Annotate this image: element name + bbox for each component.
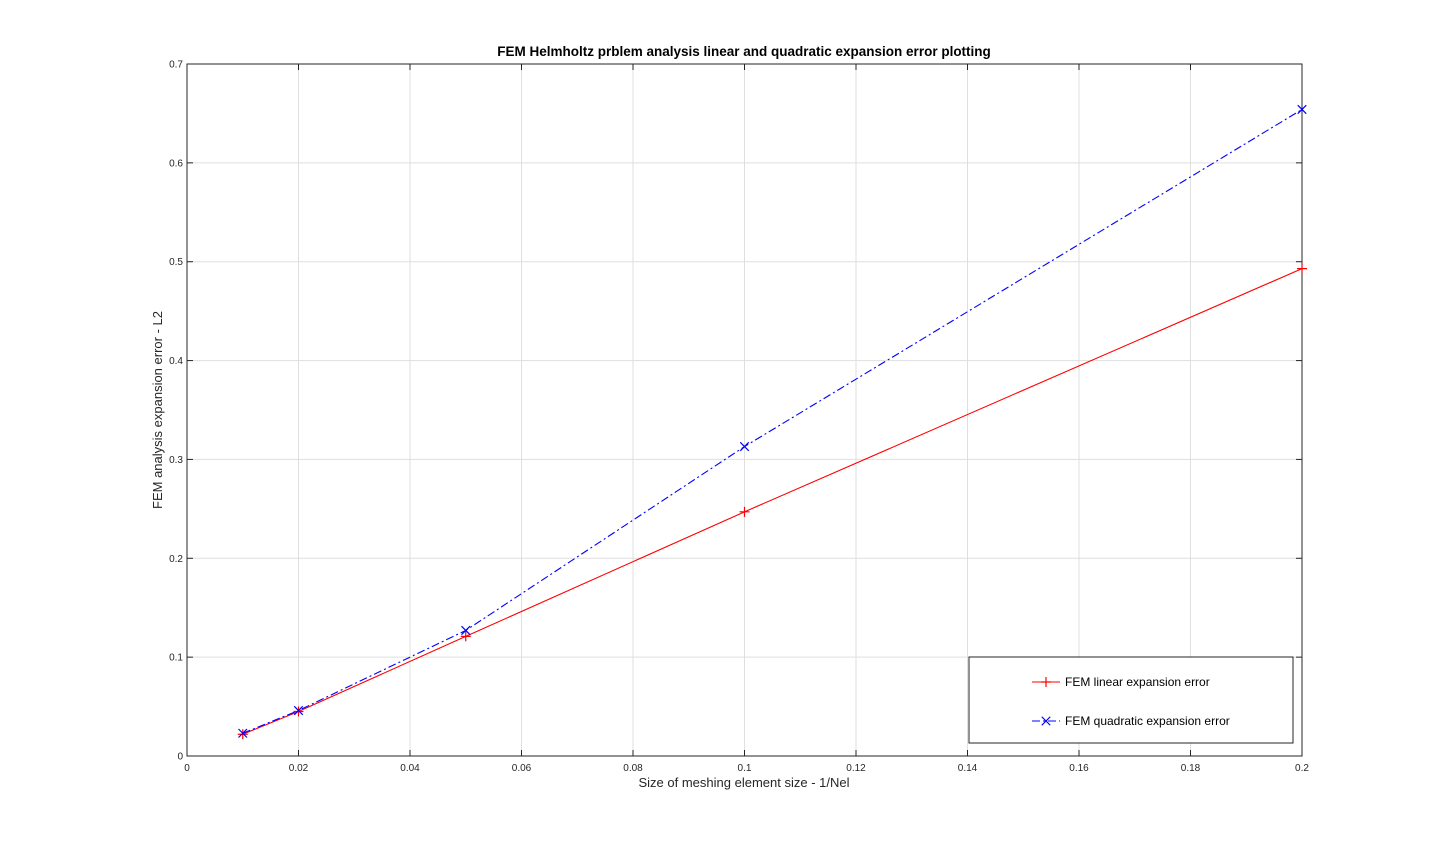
y-tick-label: 0 xyxy=(177,752,183,763)
data-point-marker xyxy=(237,729,248,740)
legend-entry: FEM linear expansion error xyxy=(1032,675,1210,689)
grid-lines xyxy=(187,64,1302,756)
data-point-marker xyxy=(293,705,304,716)
x-tick-label: 0.14 xyxy=(958,763,978,774)
x-tick-label: 0.18 xyxy=(1181,763,1201,774)
x-tick-label: 0.1 xyxy=(738,763,752,774)
y-tick-label: 0.6 xyxy=(169,158,183,169)
x-tick-label: 0.12 xyxy=(846,763,866,774)
y-tick-label: 0.3 xyxy=(169,455,183,466)
series-layer xyxy=(237,104,1307,740)
series-2 xyxy=(238,104,1307,738)
x-tick-label: 0.06 xyxy=(512,763,532,774)
data-point-marker xyxy=(739,441,750,452)
data-point-marker xyxy=(293,706,304,717)
y-tick-labels: 0 0.1 0.2 0.3 0.4 0.5 0.6 0.7 xyxy=(169,60,183,763)
x-tick-label: 0.16 xyxy=(1069,763,1089,774)
legend-box xyxy=(968,656,1294,744)
legend: FEM linear expansion error FEM quadratic … xyxy=(968,656,1294,744)
y-tick-label: 0.4 xyxy=(169,356,183,367)
y-tick-label: 0.1 xyxy=(169,653,183,664)
series-1 xyxy=(237,263,1307,740)
x-tick-label: 0.2 xyxy=(1295,763,1309,774)
data-point-marker xyxy=(1297,263,1307,274)
legend-entries: FEM linear expansion error FEM quadratic … xyxy=(1032,675,1230,728)
y-tick-label: 0.5 xyxy=(169,257,183,268)
data-point-marker xyxy=(461,625,471,636)
data-point-marker xyxy=(460,631,471,642)
data-point-marker xyxy=(238,728,248,738)
chart-title: FEM Helmholtz prblem analysis linear and… xyxy=(497,44,991,59)
x-tick-labels: 0 0.02 0.04 0.06 0.08 0.1 0.12 0.14 0.16 0.18 0.2 xyxy=(184,763,1309,774)
data-point-marker xyxy=(1297,104,1307,115)
x-tick-label: 0.02 xyxy=(289,763,309,774)
legend-marker xyxy=(1041,716,1051,726)
legend-marker xyxy=(1041,677,1051,687)
x-tick-label: 0.04 xyxy=(400,763,420,774)
legend-entry: FEM quadratic expansion error xyxy=(1032,714,1230,728)
y-axis-label: FEM analysis expansion error - L2 xyxy=(150,311,165,509)
x-tick-label: 0.08 xyxy=(623,763,643,774)
x-axis-label: Size of meshing element size - 1/Nel xyxy=(639,775,850,790)
legend-label: FEM quadratic expansion error xyxy=(1065,714,1230,728)
plot-frame xyxy=(186,63,1303,757)
y-tick-label: 0.7 xyxy=(169,60,183,71)
y-tick-label: 0.2 xyxy=(169,554,183,565)
x-tick-label: 0 xyxy=(184,763,190,774)
legend-label: FEM linear expansion error xyxy=(1065,675,1210,689)
data-point-marker xyxy=(739,506,750,517)
